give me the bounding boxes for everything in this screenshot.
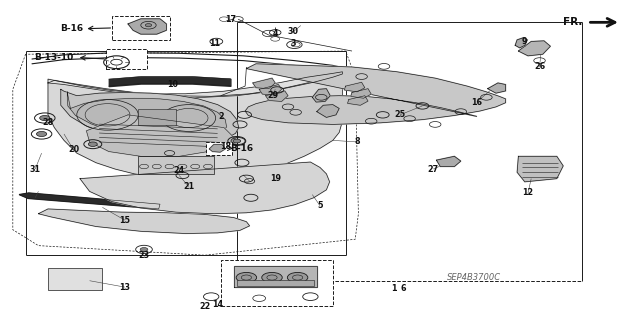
FancyBboxPatch shape <box>112 16 170 40</box>
Circle shape <box>233 139 241 143</box>
FancyBboxPatch shape <box>221 260 333 306</box>
Text: 12: 12 <box>522 189 534 197</box>
Polygon shape <box>312 89 330 102</box>
Circle shape <box>40 115 50 121</box>
Text: 27: 27 <box>428 165 439 174</box>
Text: 18: 18 <box>220 142 231 151</box>
Text: 19: 19 <box>269 174 281 183</box>
Text: 15: 15 <box>119 216 131 225</box>
Polygon shape <box>259 85 282 95</box>
Text: 25: 25 <box>394 110 406 119</box>
Text: B-16: B-16 <box>60 24 83 33</box>
Polygon shape <box>245 64 506 124</box>
Text: 20: 20 <box>68 145 79 154</box>
Polygon shape <box>19 193 160 209</box>
Text: 24: 24 <box>173 166 185 175</box>
Polygon shape <box>234 266 317 287</box>
Polygon shape <box>61 89 239 144</box>
Circle shape <box>145 24 152 27</box>
Polygon shape <box>344 82 365 92</box>
Text: 26: 26 <box>534 63 545 71</box>
Text: SEP4B3700C: SEP4B3700C <box>447 273 500 282</box>
Text: FR.: FR. <box>563 17 582 27</box>
Text: B-13-10: B-13-10 <box>35 53 74 62</box>
FancyBboxPatch shape <box>138 109 176 125</box>
Polygon shape <box>351 89 371 98</box>
Polygon shape <box>518 41 550 56</box>
Polygon shape <box>317 105 339 117</box>
Polygon shape <box>209 145 225 152</box>
Polygon shape <box>80 162 330 214</box>
Text: 10: 10 <box>167 80 179 89</box>
Polygon shape <box>86 115 237 156</box>
Text: 30: 30 <box>287 27 299 36</box>
Text: 31: 31 <box>29 165 41 174</box>
Text: 29: 29 <box>268 91 279 100</box>
Polygon shape <box>128 19 166 34</box>
Text: 5: 5 <box>317 201 323 210</box>
Text: 16: 16 <box>471 98 483 107</box>
Polygon shape <box>266 91 288 101</box>
FancyBboxPatch shape <box>138 156 214 174</box>
Circle shape <box>236 272 257 283</box>
Text: 9: 9 <box>522 37 527 46</box>
Text: 13: 13 <box>119 283 131 292</box>
Polygon shape <box>515 38 527 48</box>
Text: 6: 6 <box>401 284 406 293</box>
Text: 1: 1 <box>391 284 396 293</box>
Polygon shape <box>67 92 227 140</box>
Circle shape <box>88 142 97 146</box>
FancyBboxPatch shape <box>106 49 147 69</box>
Text: 11: 11 <box>209 39 220 48</box>
FancyBboxPatch shape <box>48 268 102 290</box>
Text: B-16: B-16 <box>230 144 253 153</box>
Text: 21: 21 <box>183 182 195 191</box>
Circle shape <box>287 272 308 283</box>
FancyBboxPatch shape <box>206 142 232 155</box>
Text: 4: 4 <box>273 29 278 38</box>
FancyBboxPatch shape <box>237 280 314 286</box>
Text: 28: 28 <box>42 118 54 127</box>
Polygon shape <box>38 209 250 234</box>
Text: 3: 3 <box>291 39 296 48</box>
Circle shape <box>262 272 282 283</box>
Text: 14: 14 <box>212 300 223 309</box>
Text: 2: 2 <box>218 112 223 121</box>
Circle shape <box>140 248 148 251</box>
Polygon shape <box>48 72 342 97</box>
Polygon shape <box>488 83 506 93</box>
Polygon shape <box>348 96 368 105</box>
Circle shape <box>36 131 47 137</box>
Polygon shape <box>253 78 275 89</box>
Polygon shape <box>436 156 461 167</box>
Text: 17: 17 <box>225 15 236 24</box>
Polygon shape <box>517 156 563 182</box>
Text: 22: 22 <box>199 302 211 311</box>
Text: 8: 8 <box>355 137 360 146</box>
Text: 23: 23 <box>138 251 150 260</box>
Polygon shape <box>48 74 342 179</box>
